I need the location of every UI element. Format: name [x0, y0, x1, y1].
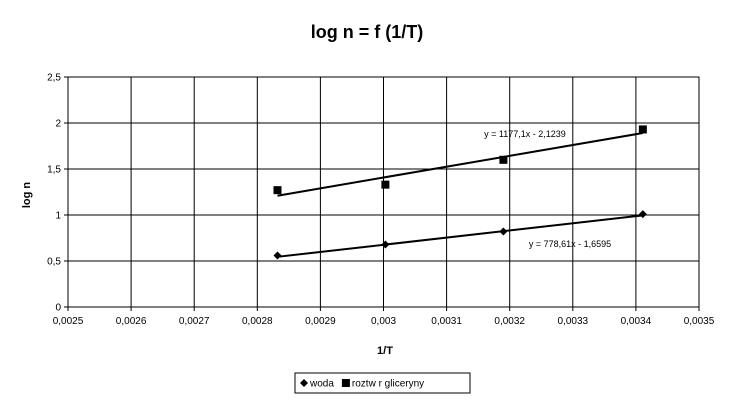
y-tick-label: 2,5 [47, 73, 61, 84]
chart-title: log n = f (1/T) [311, 22, 424, 42]
trendlines [277, 132, 644, 258]
x-tick-label: 0,003 [371, 316, 396, 327]
trendline-equations: y = 778,61x - 1,6595 y = 1177,1x - 2,1239 [484, 129, 611, 249]
x-tick-label: 0,0028 [242, 316, 273, 327]
x-tick-label: 0,0035 [684, 316, 715, 327]
x-tick-label: 0,0033 [558, 316, 589, 327]
y-tick-label: 1 [55, 211, 61, 222]
trendline-2 [277, 132, 644, 197]
data-point [638, 125, 647, 134]
x-tick-label: 0,0025 [53, 316, 84, 327]
data-point [273, 186, 282, 195]
legend-box [294, 372, 471, 394]
data-point [499, 155, 508, 164]
data-point [499, 227, 508, 236]
x-axis-title: 1/T [377, 345, 393, 357]
legend-label: woda [309, 379, 334, 390]
x-tick-label: 0,0034 [621, 316, 652, 327]
x-tick-label: 0,0026 [116, 316, 147, 327]
x-tick-label: 0,0029 [305, 316, 336, 327]
x-tick-label: 0,0027 [179, 316, 210, 327]
data-point [273, 251, 282, 260]
y-tick-label: 0,5 [47, 257, 61, 268]
y-axis-title: log n [21, 182, 33, 209]
x-tick-label: 0,0032 [494, 316, 525, 327]
trendline-1 [277, 214, 643, 258]
legend-marker [300, 379, 308, 387]
y-tick-label: 2 [55, 119, 61, 130]
data-point [381, 240, 390, 249]
axis-ticks: 0,0025 0,0026 0,0027 0,0028 0,0029 0,003 0,003… [47, 73, 715, 328]
legend-label: roztw r gliceryny [352, 379, 424, 390]
x-tick-label: 0,0031 [431, 316, 462, 327]
y-tick-label: 1,5 [47, 165, 61, 176]
y-tick-label: 0 [55, 303, 61, 314]
data-point [638, 210, 647, 219]
legend-marker [341, 379, 350, 387]
trendline-equation: y = 778,61x - 1,6595 [529, 239, 611, 249]
data-markers [273, 125, 647, 260]
legend: woda roztw r gliceryny [294, 372, 471, 394]
trendline-equation: y = 1177,1x - 2,1239 [484, 129, 566, 139]
grid [68, 77, 699, 307]
data-point [381, 180, 390, 189]
